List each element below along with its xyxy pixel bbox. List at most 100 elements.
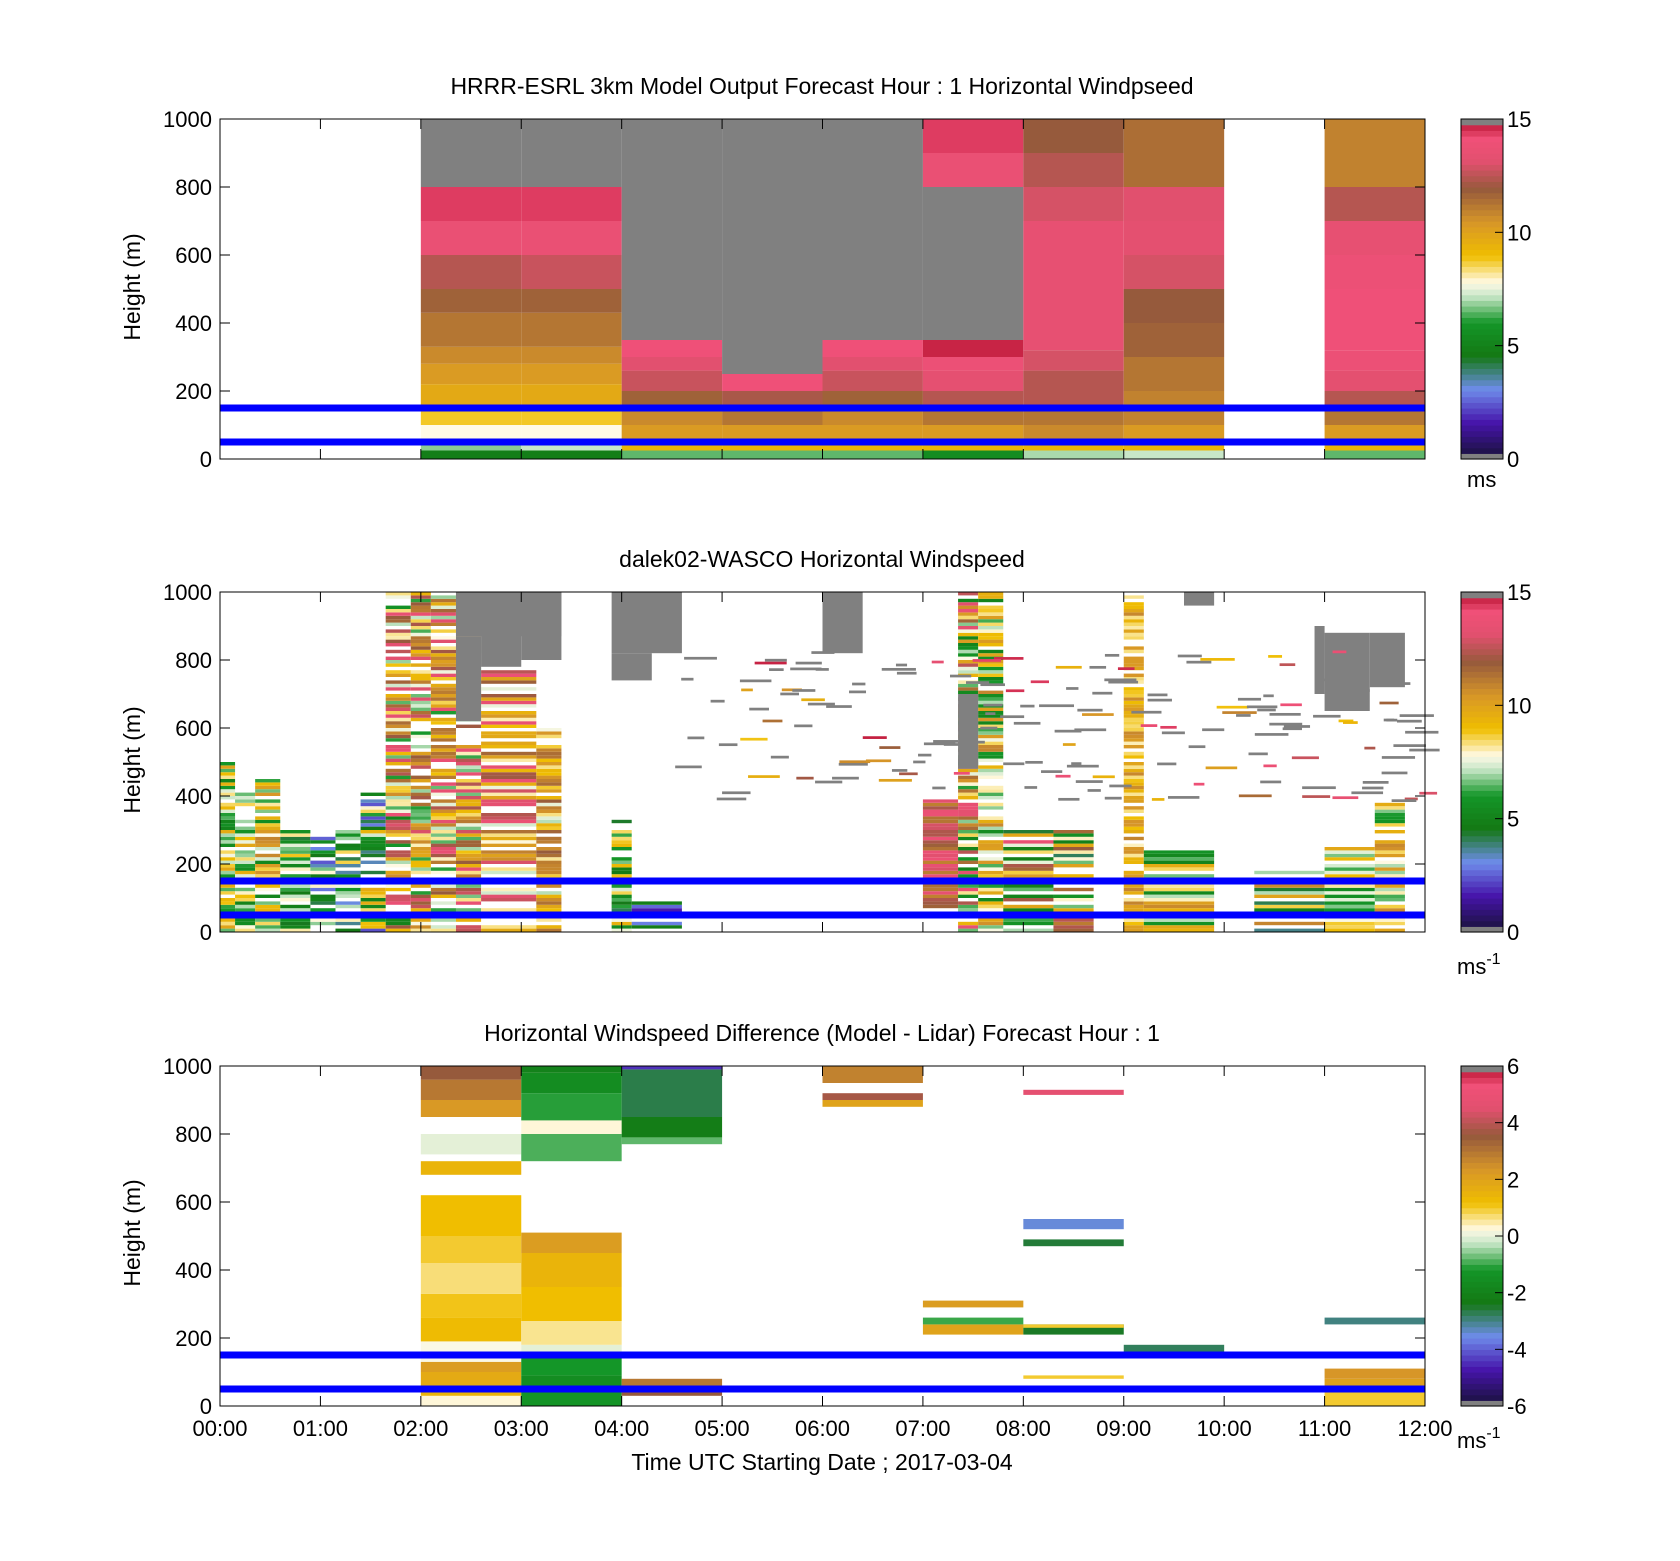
heatmap-cell — [1023, 370, 1124, 391]
heatmap-cell — [1003, 894, 1054, 898]
heatmap-cell — [1062, 743, 1076, 746]
heatmap-cell — [1025, 760, 1043, 764]
heatmap-cell — [1374, 918, 1405, 922]
heatmap-cell — [536, 823, 562, 827]
colorbar-tick-label: 2 — [1507, 1167, 1519, 1192]
heatmap-cell — [521, 450, 622, 459]
heatmap-cell — [335, 833, 361, 837]
heatmap-cell — [455, 864, 482, 868]
heatmap-cell — [220, 843, 236, 847]
heatmap-cell — [1254, 901, 1325, 905]
heatmap-cell — [1123, 687, 1144, 691]
heatmap-cell — [360, 908, 386, 912]
heatmap-cell — [385, 918, 411, 922]
heatmap-cell — [739, 679, 772, 683]
heatmap-cell — [1283, 725, 1311, 728]
heatmap-cell — [978, 751, 1004, 756]
heatmap-cell — [385, 683, 411, 688]
heatmap-cell — [536, 826, 562, 830]
colorbar-segment — [1461, 1309, 1503, 1316]
heatmap-cell — [1353, 689, 1370, 692]
heatmap-cell — [220, 874, 236, 878]
colorbar-segment — [1461, 1377, 1503, 1384]
heatmap-cell — [536, 799, 562, 803]
heatmap-cell — [978, 870, 1004, 875]
heatmap-cell — [978, 768, 1004, 773]
colorbar-tick-label: 0 — [1507, 447, 1519, 472]
heatmap-cell — [385, 629, 411, 633]
colorbar-segment — [1461, 141, 1503, 148]
colorbar-segment — [1461, 1190, 1503, 1197]
heatmap-cell — [410, 615, 431, 620]
heatmap-cell — [1000, 715, 1025, 719]
heatmap-cell — [481, 819, 537, 824]
heatmap-cell — [360, 809, 386, 813]
heatmap-cell — [410, 843, 431, 847]
heatmap-cell — [1123, 656, 1144, 660]
heatmap-cell — [958, 816, 979, 820]
heatmap-cell — [420, 1236, 522, 1264]
heatmap-cell — [430, 673, 456, 677]
heatmap-cell — [235, 918, 256, 922]
heatmap-cell — [1003, 904, 1054, 909]
colorbar-segment — [1461, 1122, 1503, 1129]
heatmap-cell — [922, 1317, 1024, 1325]
heatmap-cell — [1053, 898, 1094, 902]
heatmap-cell — [360, 840, 386, 844]
colorbar-segment — [1461, 402, 1503, 409]
heatmap-cell — [385, 609, 411, 613]
heatmap-cell — [455, 765, 482, 769]
heatmap-cell — [958, 901, 979, 905]
heatmap-cell — [536, 748, 562, 752]
heatmap-cell — [521, 1321, 622, 1345]
heatmap-cell — [335, 874, 361, 878]
panel-lidar: dalek02-WASCO Horizontal Windspeed Heigh… — [119, 546, 1501, 979]
heatmap-cell — [983, 703, 1003, 707]
heatmap-cell — [958, 867, 979, 871]
heatmap-cell — [1143, 860, 1215, 864]
colorbar-tick-label: 15 — [1507, 580, 1531, 605]
heatmap-cell — [1003, 884, 1054, 888]
colorbar-tick-label: 15 — [1507, 107, 1531, 132]
heatmap-cell — [1324, 891, 1375, 895]
heatmap-cell — [978, 595, 1004, 599]
heatmap-cell — [1053, 853, 1094, 858]
heatmap-cell — [360, 813, 386, 817]
heatmap-cell — [410, 694, 431, 698]
heatmap-cell — [481, 894, 537, 898]
heatmap-cell — [410, 813, 431, 817]
colorbar-segment — [1461, 1185, 1503, 1192]
heatmap-cell — [958, 687, 979, 691]
heatmap-cell — [1123, 728, 1144, 732]
heatmap-cell — [978, 673, 1004, 677]
heatmap-cell — [1269, 722, 1303, 726]
heatmap-cell — [965, 740, 985, 744]
heatmap-cell — [978, 677, 1004, 681]
colorbar-segment — [1461, 756, 1503, 763]
heatmap-cell — [1324, 255, 1425, 289]
heatmap-cell — [235, 833, 256, 837]
colorbar-segment — [1461, 391, 1503, 398]
heatmap-cell — [521, 187, 622, 221]
heatmap-cell — [220, 918, 236, 922]
heatmap-cell — [481, 717, 537, 722]
heatmap-cell — [455, 860, 482, 864]
y-tick-label: 0 — [200, 920, 212, 945]
heatmap-cell — [280, 850, 311, 854]
heatmap-cell — [1324, 870, 1375, 875]
heatmap-cell — [280, 867, 311, 871]
heatmap-cell — [521, 1253, 622, 1287]
colorbar-segment — [1461, 1292, 1503, 1299]
heatmap-cell — [521, 1066, 622, 1073]
colorbar-segment — [1461, 682, 1503, 689]
colorbar-segment — [1461, 385, 1503, 392]
colorbar-segment — [1461, 637, 1503, 644]
heatmap-cell — [455, 782, 482, 786]
heatmap-cell — [220, 785, 236, 790]
heatmap-cell — [385, 857, 411, 861]
heatmap-cell — [949, 674, 972, 678]
heatmap-cell — [722, 425, 823, 439]
heatmap-cell — [1123, 836, 1144, 841]
heatmap-cell — [1023, 221, 1124, 289]
heatmap-cell — [958, 670, 979, 674]
